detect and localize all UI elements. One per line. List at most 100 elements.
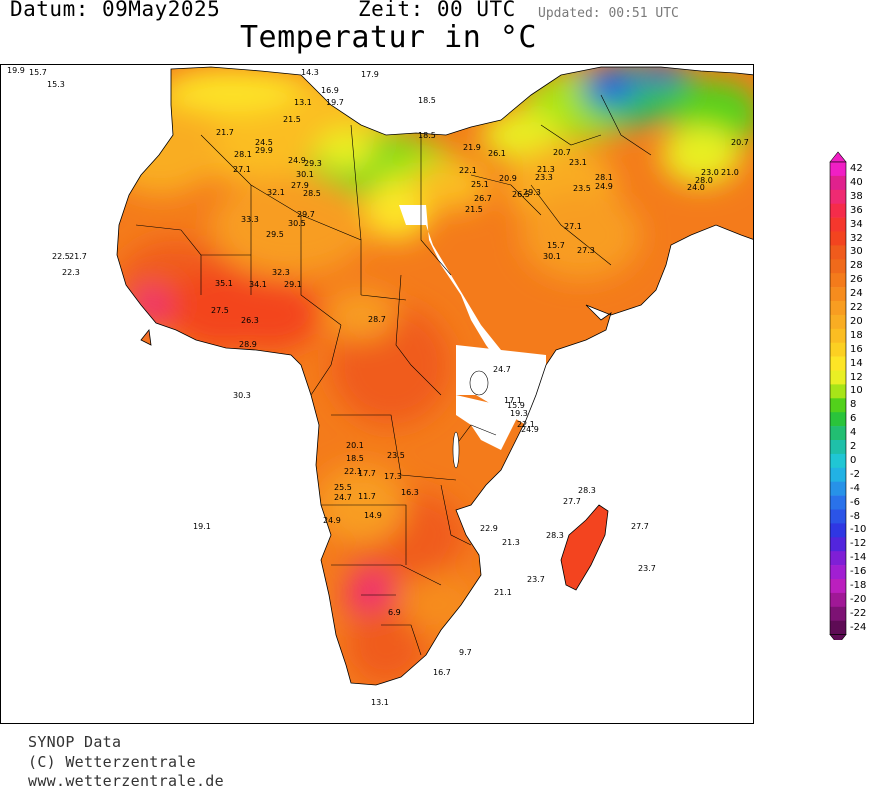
time-label: Zeit: (358, 0, 424, 21)
station-reading: 24.7 (493, 365, 511, 374)
station-reading: 9.7 (459, 648, 472, 657)
legend-label: -14 (850, 552, 867, 564)
station-reading: 28.0 (695, 176, 713, 185)
station-reading: 22.9 (480, 524, 498, 533)
date-label: Datum: (10, 0, 89, 21)
station-reading: 29.5 (266, 230, 284, 239)
legend-swatch (830, 342, 846, 357)
legend-swatch (830, 412, 846, 427)
legend-swatch (830, 203, 846, 218)
station-reading: 23.7 (638, 564, 656, 573)
legend-label: 26 (850, 274, 863, 286)
station-reading: 28.7 (368, 315, 386, 324)
station-reading: 26.3 (241, 316, 259, 325)
legend-swatch (830, 620, 846, 635)
station-reading: 15.7 (547, 241, 565, 250)
station-reading: 23.1 (569, 158, 587, 167)
legend-swatch (830, 481, 846, 496)
legend-swatch (830, 606, 846, 621)
station-reading: 26.1 (488, 149, 506, 158)
lake-victoria (469, 370, 489, 396)
station-reading: 20.1 (346, 441, 364, 450)
legend-label: 8 (850, 399, 857, 411)
legend-swatch (830, 301, 846, 316)
station-reading: 28.9 (239, 340, 257, 349)
legend-label: 10 (850, 385, 863, 397)
station-reading: 15.7 (29, 68, 47, 77)
station-reading: 23.5 (573, 184, 591, 193)
station-reading: 24.9 (521, 425, 539, 434)
station-reading: 11.7 (358, 492, 376, 501)
station-reading: 19.7 (326, 98, 344, 107)
station-reading: 26.7 (474, 194, 492, 203)
legend-swatch (830, 217, 846, 232)
station-reading: 34.1 (249, 280, 267, 289)
station-reading: 21.3 (502, 538, 520, 547)
legend-swatch (830, 565, 846, 580)
station-reading: 27.7 (631, 522, 649, 531)
station-reading: 29.7 (297, 210, 315, 219)
station-reading: 28.5 (303, 189, 321, 198)
legend-label: 28 (850, 260, 863, 272)
station-values: 19.9 15.715.314.3 17.919.716.918.513.121.5… (7, 66, 749, 707)
legend-swatch (830, 231, 846, 246)
legend-swatch (830, 356, 846, 371)
legend-swatch (830, 162, 846, 177)
legend-label: -8 (850, 510, 860, 522)
station-reading: 27.5 (211, 306, 229, 315)
legend-swatch (830, 189, 846, 204)
station-reading: 22.1 (459, 166, 477, 175)
legend-swatch (830, 384, 846, 399)
legend-swatch (830, 314, 846, 330)
legend-label: 16 (850, 343, 863, 355)
legend-label: 38 (850, 190, 863, 202)
legend-swatch (830, 175, 846, 191)
legend-swatch (830, 259, 846, 274)
legend-label: 36 (850, 204, 863, 216)
footer-website[interactable]: www.wetterzentrale.de (28, 772, 224, 790)
station-reading: 22.5 (52, 252, 70, 261)
date-value: 09May2025 (102, 0, 221, 21)
station-reading: 13.1 (294, 98, 312, 107)
station-reading: 25.5 (334, 483, 352, 492)
station-reading: 23.5 (387, 451, 405, 460)
legend-label: 0 (850, 454, 857, 466)
station-reading: 32.3 (272, 268, 290, 277)
time-heading: Zeit: 00 UTC (358, 0, 516, 21)
station-reading: 20.9 (499, 174, 517, 183)
madagascar (560, 504, 609, 591)
legend-swatch (830, 537, 846, 552)
legend-arrow-top (829, 151, 847, 163)
station-reading: 28.3 (578, 486, 596, 495)
legend-label: -12 (850, 538, 867, 550)
station-reading: 27.3 (577, 246, 595, 255)
station-reading: 14.9 (364, 511, 382, 520)
legend-swatch (830, 495, 846, 510)
station-reading: 16.3 (401, 488, 419, 497)
legend-label: -10 (850, 524, 867, 536)
legend-swatch (830, 370, 846, 385)
station-reading: 24.9 (595, 182, 613, 191)
station-reading: 30.5 (288, 219, 306, 228)
legend-label: 2 (850, 441, 857, 452)
station-reading: 13.1 (371, 698, 389, 707)
station-reading: 29.3 (304, 159, 322, 168)
legend-label: -22 (850, 607, 867, 619)
station-reading: 14.3 (301, 68, 319, 77)
legend-swatch (830, 398, 846, 413)
station-reading: 18.5 (418, 131, 436, 140)
temperature-legend: 42 40 38 36 34 32 30 28 26 24 22 20 18 16 14 12 10 8 6 4 2 0-… (828, 150, 871, 640)
station-reading: 28.1 (234, 150, 252, 159)
station-reading: 22.1 (344, 467, 362, 476)
station-reading: 20.7 (731, 138, 749, 147)
temperature-map: 19.9 15.7 15.3 14.3 17.9 19.7 16.9 18.5 13.1 21.5… (0, 64, 754, 724)
legend-swatch (830, 467, 846, 482)
station-reading: 18.5 (418, 96, 436, 105)
station-reading: 24.9 (323, 516, 341, 525)
legend-label: 12 (850, 371, 863, 383)
station-reading: 21.5 (465, 205, 483, 214)
date-heading: Datum: 09May2025 (10, 0, 220, 21)
station-reading: 23.7 (527, 575, 545, 584)
footer-source: SYNOP Data (28, 733, 122, 751)
station-reading: 15.3 (47, 80, 65, 89)
